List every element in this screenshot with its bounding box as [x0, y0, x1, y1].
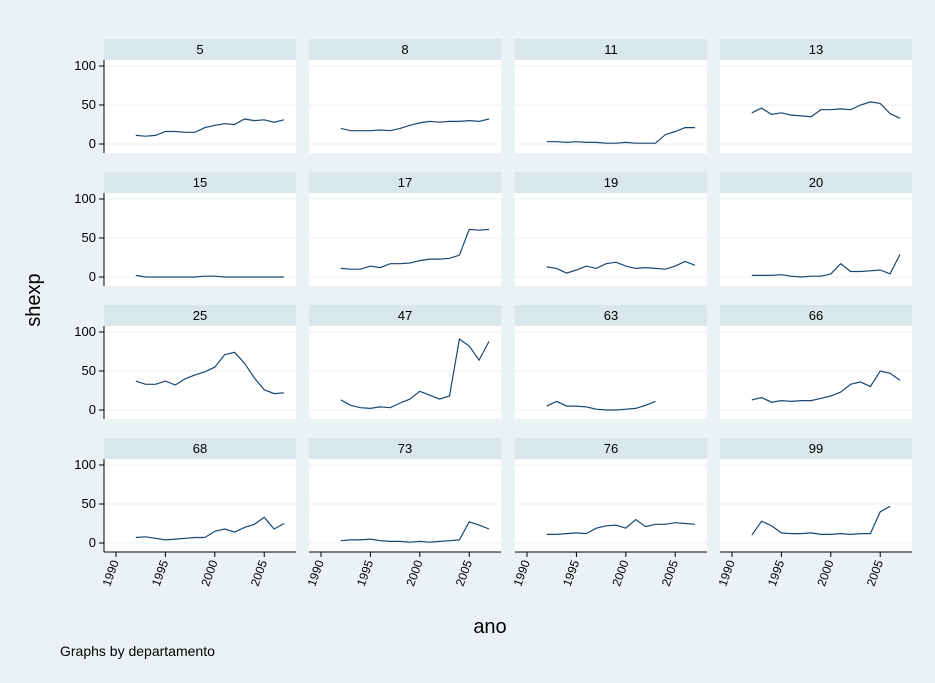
- panel-strip: [104, 172, 296, 193]
- y-tick-label: 100: [74, 58, 96, 73]
- panel-19: 19: [515, 172, 707, 286]
- panel-strip: [104, 438, 296, 459]
- series-line-66: [751, 370, 901, 403]
- panel-25: 25 0 50 100: [74, 305, 296, 419]
- y-tick-label: 0: [89, 535, 96, 550]
- panel-63: 63: [515, 305, 707, 419]
- panel-plot-area: [104, 326, 296, 419]
- series-line-8: [340, 118, 490, 132]
- panel-15: 15 0 50 100: [74, 172, 296, 286]
- panel-strip: [515, 39, 707, 60]
- panel-20: 20: [720, 172, 912, 286]
- panel-title: 68: [193, 441, 207, 456]
- panel-plot-area: [515, 326, 707, 419]
- y-axis-title: shexp: [23, 273, 45, 326]
- series-line-15: [135, 274, 284, 278]
- graph-note: Graphs by departamento: [60, 643, 215, 659]
- panel-title: 19: [604, 175, 618, 190]
- panel-17: 17: [309, 172, 501, 286]
- panel-title: 99: [809, 441, 823, 456]
- panel-8: 8: [309, 39, 501, 153]
- panel-plot-area: [309, 60, 501, 153]
- panel-plot-area: [104, 60, 296, 153]
- panel-title: 66: [809, 308, 823, 323]
- series-line-13: [751, 101, 901, 119]
- panel-strip: [515, 438, 707, 459]
- y-tick-label: 0: [89, 402, 96, 417]
- x-axis-title: ano: [473, 616, 506, 638]
- panel-plot-area: [309, 326, 501, 419]
- panel-title: 15: [193, 175, 207, 190]
- series-line-17: [340, 228, 490, 270]
- panel-title: 5: [196, 42, 203, 57]
- panel-title: 47: [398, 308, 412, 323]
- panel-strip: [309, 172, 501, 193]
- series-line-19: [546, 260, 696, 274]
- panel-plot-area: [104, 459, 296, 552]
- panel-13: 13: [720, 39, 912, 153]
- panel-plot-area: [720, 60, 912, 153]
- panel-strip: [515, 305, 707, 326]
- panel-plot-area: [720, 193, 912, 286]
- series-line-11: [546, 126, 695, 144]
- panel-title: 8: [401, 42, 408, 57]
- y-tick-label: 50: [82, 97, 96, 112]
- series-line-63: [546, 400, 656, 411]
- panel-strip: [515, 172, 707, 193]
- y-tick-label: 100: [74, 457, 96, 472]
- y-tick-label: 50: [82, 230, 96, 245]
- panel-title: 17: [398, 175, 412, 190]
- series-line-20: [751, 254, 901, 278]
- panel-strip: [720, 438, 912, 459]
- series-line-25: [135, 351, 285, 395]
- panel-title: 20: [809, 175, 823, 190]
- series-line-47: [340, 337, 490, 410]
- y-tick-label: 100: [74, 324, 96, 339]
- panel-title: 76: [604, 441, 618, 456]
- y-tick-label: 0: [89, 269, 96, 284]
- panel-plot-area: [720, 459, 912, 552]
- panel-plot-area: [309, 459, 501, 552]
- panel-plot-area: [104, 193, 296, 286]
- series-line-76: [546, 518, 696, 536]
- panel-strip: [309, 39, 501, 60]
- y-tick-label: 50: [82, 363, 96, 378]
- y-tick-label: 50: [82, 496, 96, 511]
- panel-title: 13: [809, 42, 823, 57]
- panel-11: 11: [515, 39, 707, 153]
- panel-plot-area: [515, 60, 707, 153]
- y-tick-label: 100: [74, 191, 96, 206]
- panel-title: 11: [604, 42, 618, 57]
- panel-strip: [309, 438, 501, 459]
- panel-66: 66: [720, 305, 912, 419]
- panel-plot-area: [515, 193, 707, 286]
- panel-strip: [104, 305, 296, 326]
- panel-strip: [720, 172, 912, 193]
- panel-strip: [309, 305, 501, 326]
- series-line-99: [751, 505, 891, 536]
- panel-strip: [720, 39, 912, 60]
- panel-title: 25: [193, 308, 207, 323]
- series-line-73: [340, 521, 490, 543]
- panel-strip: [720, 305, 912, 326]
- series-line-68: [135, 516, 285, 541]
- panel-title: 63: [604, 308, 618, 323]
- panel-strip: [104, 39, 296, 60]
- panel-title: 73: [398, 441, 412, 456]
- panel-plot-area: [720, 326, 912, 419]
- series-line-5: [135, 118, 285, 137]
- panel-plot-area: [515, 459, 707, 552]
- panel-plot-area: [309, 193, 501, 286]
- y-tick-label: 0: [89, 136, 96, 151]
- panel-47: 47: [309, 305, 501, 419]
